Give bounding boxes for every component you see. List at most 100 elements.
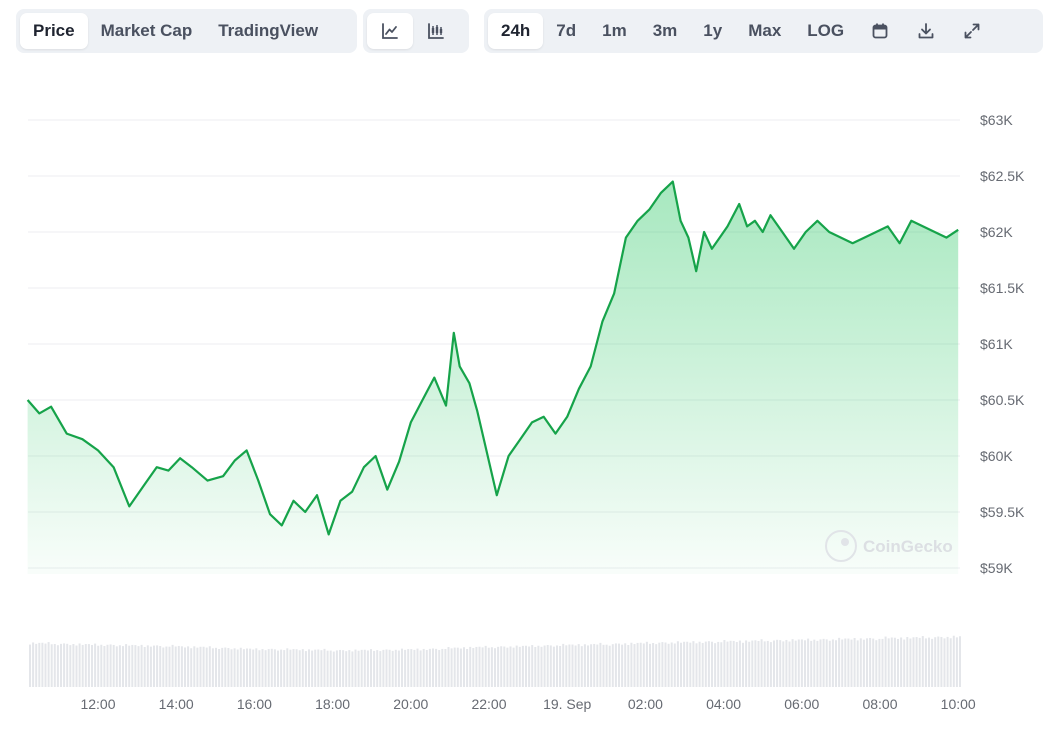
tab-tradingview[interactable]: TradingView [218,21,319,40]
volume-bar [673,643,676,687]
range-3m[interactable]: 3m [652,21,678,40]
volume-bar [869,637,872,687]
volume-bar [587,645,589,687]
volume-bar [952,635,955,687]
volume-bar [146,645,149,687]
x-tick-label: 16:00 [237,696,272,712]
volume-bar [342,650,345,687]
watermark-text: CoinGecko [863,537,953,556]
range-24h[interactable]: 24h [488,13,544,49]
volume-bar [323,648,326,687]
volume-bar [686,641,689,687]
log-scale-toggle[interactable]: LOG [807,21,845,40]
volume-bar [763,641,766,687]
volume-bar [401,648,403,687]
volume-bar [66,643,69,687]
volume-bar [732,640,735,687]
x-tick-label: 14:00 [159,696,194,712]
volume-bar [760,639,763,687]
volume-bar [912,637,915,687]
range-1m[interactable]: 1m [602,21,627,40]
volume-bar [236,649,239,687]
download-button[interactable] [903,13,949,49]
volume-bar [521,645,524,687]
fullscreen-button[interactable] [949,13,995,49]
volume-bar [453,647,456,687]
volume-bar [463,647,465,687]
volume-bar [292,649,295,687]
y-tick-label: $62K [980,224,1013,240]
volume-bar [559,645,562,687]
price-chart: $59K $59.5K $60K $60.5K $61K $61.5K $62K $62.5K… [26,112,1025,712]
volume-bar [574,645,577,687]
volume-bar [394,649,397,687]
volume-bar [735,642,738,687]
volume-bar [484,645,487,687]
tab-price[interactable]: Price [20,13,88,49]
volume-bar [35,643,38,687]
volume-bar [590,644,593,687]
volume-bar [215,647,217,687]
volume-bar [261,649,264,687]
volume-bar [351,651,354,687]
volume-bar [655,644,658,687]
volume-bar [115,646,118,687]
volume-bar [388,649,391,687]
volume-bar [348,650,351,687]
date-range-button[interactable] [857,13,903,49]
range-1y[interactable]: 1y [703,21,723,40]
volume-bar [934,637,937,687]
volume-bar [738,640,741,687]
volume-bar [844,638,847,687]
volume-bar [472,647,475,687]
volume-bar [676,641,679,687]
volume-bar [239,647,242,687]
volume-bar [56,645,59,687]
range-7d[interactable]: 7d [556,21,577,40]
volume-bar [630,642,633,687]
volume-bar [494,648,496,687]
volume-bar [360,649,363,687]
volume-bar [568,644,571,687]
range-group: 24h 7d 1m 3m 1y Max LOG [484,9,1043,53]
volume-bar [751,640,754,687]
line-chart-button[interactable] [367,13,413,49]
y-tick-label: $63K [980,112,1013,128]
volume-bar [540,646,543,687]
y-axis-labels: $59K $59.5K $60K $60.5K $61K $61.5K $62K $62.5K… [980,112,1025,576]
volume-bar [422,648,425,687]
volume-bar [670,642,673,687]
volume-bar [382,649,385,687]
volume-bar [177,645,180,687]
volume-bar [689,642,692,687]
volume-bar [221,647,224,687]
range-max[interactable]: Max [748,21,782,40]
volume-bar [642,643,645,687]
volume-bar [193,646,196,687]
volume-bar [717,641,720,687]
candlestick-chart-button[interactable] [413,13,459,49]
volume-bar [664,642,667,687]
chart-type-group [363,9,469,53]
volume-bar [298,650,301,687]
x-axis-labels: 12:00 14:00 16:00 18:00 20:00 22:00 19. Sep 02:… [80,696,975,712]
volume-bar [140,644,143,687]
volume-bar [444,648,447,687]
volume-bar [373,650,376,687]
volume-bar [224,647,227,687]
volume-bar [816,640,819,687]
volume-bar [87,644,90,687]
line-chart-icon [382,23,398,39]
volume-bar [959,636,961,687]
volume-bar [72,643,75,687]
volume-bar [249,648,252,687]
volume-bar [425,649,428,687]
volume-bar [636,642,639,687]
volume-bar [41,642,44,687]
volume-bar [447,647,450,687]
volume-bar [211,648,214,687]
volume-bar [286,648,289,687]
tab-market-cap[interactable]: Market Cap [100,21,193,40]
volume-bar [831,639,834,687]
x-tick-label: 18:00 [315,696,350,712]
